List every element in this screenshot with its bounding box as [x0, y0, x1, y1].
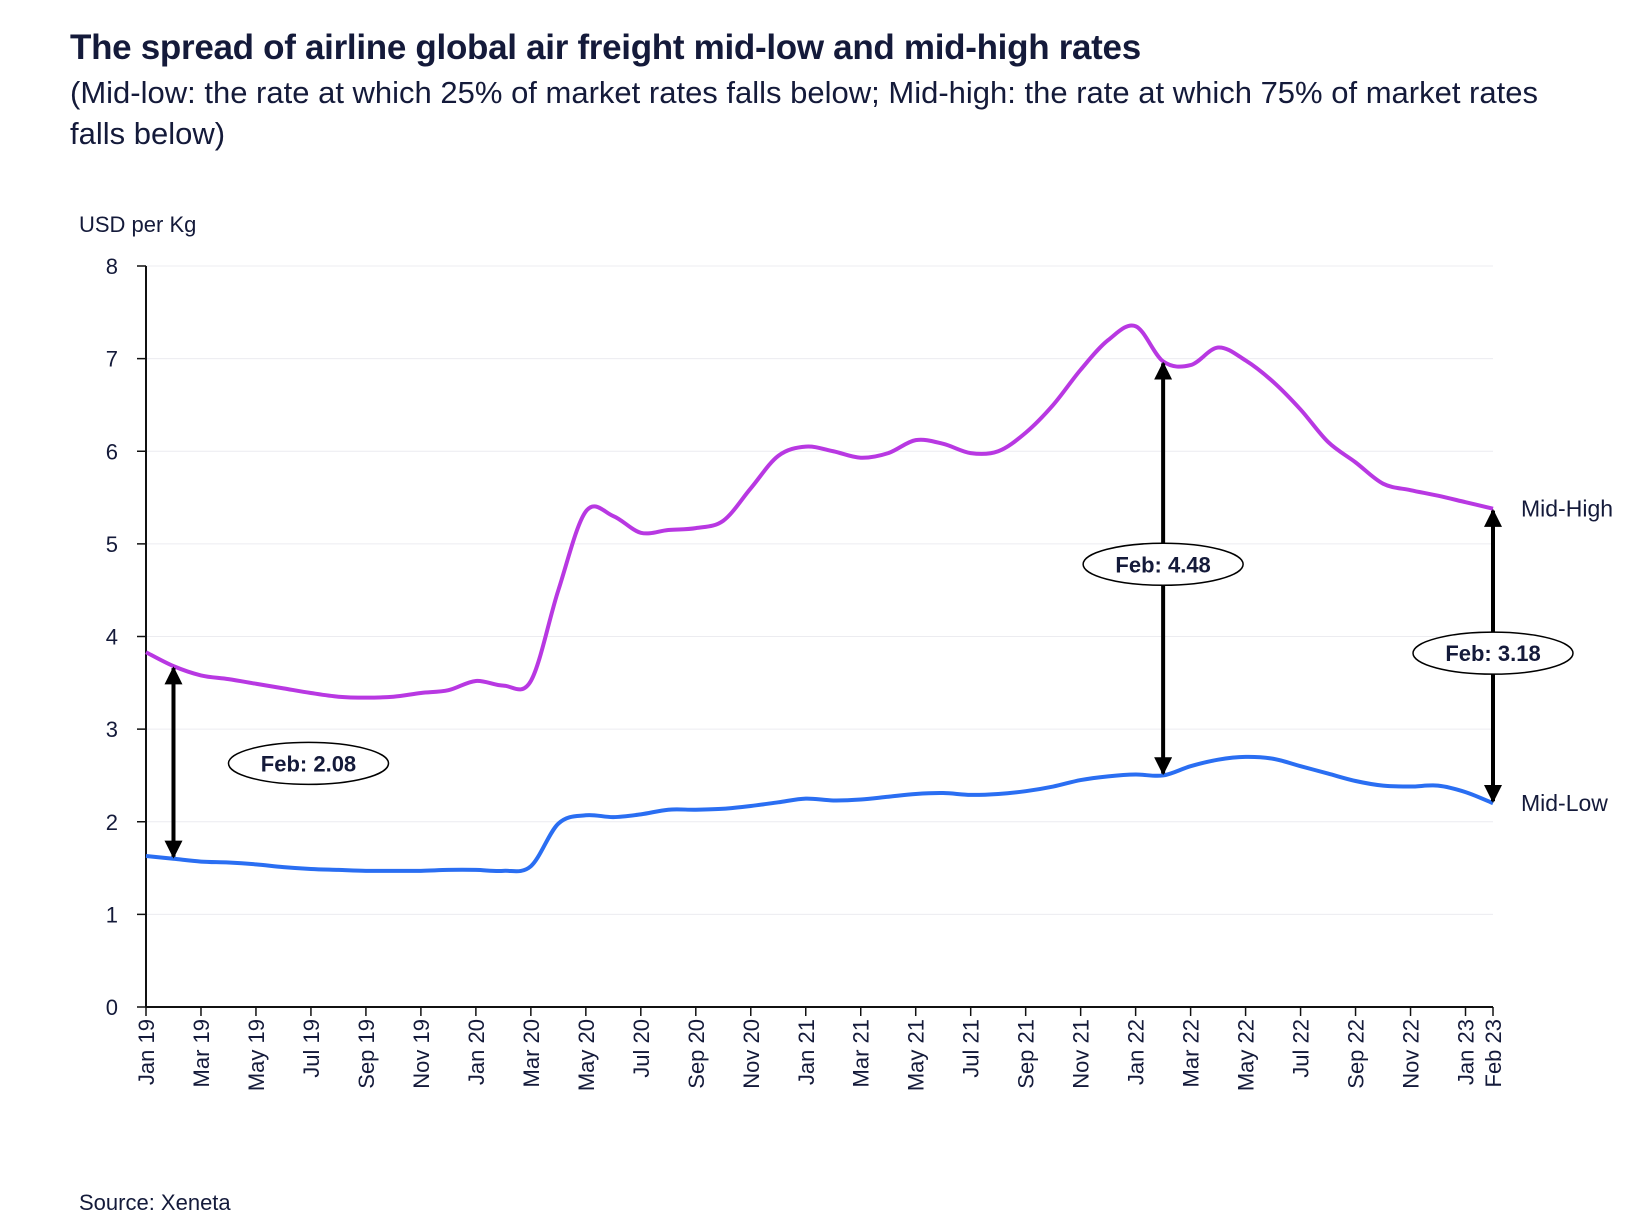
x-tick-label: Jan 20 — [464, 1019, 489, 1085]
x-tick-label: May 22 — [1234, 1019, 1259, 1091]
x-tick-label: Jan 21 — [794, 1019, 819, 1085]
x-tick-label: Sep 19 — [354, 1019, 379, 1089]
annotation-label: Feb: 4.48 — [1115, 552, 1210, 577]
y-axis-label: USD per Kg — [79, 212, 196, 237]
chart-subtitle: (Mid-low: the rate at which 25% of marke… — [70, 75, 1538, 151]
annotation-label: Feb: 3.18 — [1445, 641, 1540, 666]
y-tick-label: 0 — [106, 995, 118, 1020]
x-tick-label: Sep 21 — [1014, 1019, 1039, 1089]
x-tick-label: May 21 — [904, 1019, 929, 1091]
y-tick-label: 8 — [106, 254, 118, 279]
chart-title: The spread of airline global air freight… — [70, 28, 1141, 67]
annotation-bubble — [227, 741, 390, 786]
x-tick-label: Nov 20 — [739, 1019, 764, 1089]
x-tick-label: Mar 20 — [519, 1019, 544, 1087]
x-tick-label: Feb 23 — [1481, 1019, 1506, 1088]
x-tick-label: Jul 19 — [299, 1019, 324, 1078]
y-tick-label: 7 — [106, 347, 118, 372]
x-tick-label: Jul 21 — [959, 1019, 984, 1078]
x-tick-label: Jan 23 — [1454, 1019, 1479, 1085]
y-tick-label: 6 — [106, 439, 118, 464]
x-tick-label: Sep 22 — [1344, 1019, 1369, 1089]
x-tick-label: Jan 19 — [134, 1019, 159, 1085]
x-tick-label: Jul 22 — [1289, 1019, 1314, 1078]
y-tick-label: 4 — [106, 625, 118, 650]
x-tick-label: May 20 — [574, 1019, 599, 1091]
x-tick-label: Mar 19 — [189, 1019, 214, 1087]
series-line-mid-low — [145, 754, 1494, 874]
y-tick-label: 1 — [106, 902, 118, 927]
y-tick-label: 5 — [106, 532, 118, 557]
x-tick-label: Mar 21 — [849, 1019, 874, 1087]
series-line-mid-high — [145, 323, 1494, 700]
annotation-bubble — [1082, 542, 1244, 587]
y-tick-label: 2 — [106, 810, 118, 835]
x-tick-label: May 19 — [244, 1019, 269, 1091]
annotation-bubble — [1412, 631, 1574, 675]
y-tick-label: 3 — [106, 717, 118, 742]
x-tick-label: Mar 22 — [1179, 1019, 1204, 1087]
x-tick-label: Jan 22 — [1124, 1019, 1149, 1085]
series-label-mid-low: Mid-Low — [1521, 790, 1608, 816]
source-note: Source: Xeneta — [79, 1190, 231, 1215]
x-tick-label: Nov 19 — [409, 1019, 434, 1089]
x-tick-label: Nov 22 — [1399, 1019, 1424, 1089]
x-tick-label: Nov 21 — [1069, 1019, 1094, 1089]
x-tick-label: Jul 20 — [629, 1019, 654, 1078]
annotation-label: Feb: 2.08 — [261, 751, 356, 776]
x-tick-label: Sep 20 — [684, 1019, 709, 1089]
series-label-mid-high: Mid-High — [1521, 496, 1613, 522]
